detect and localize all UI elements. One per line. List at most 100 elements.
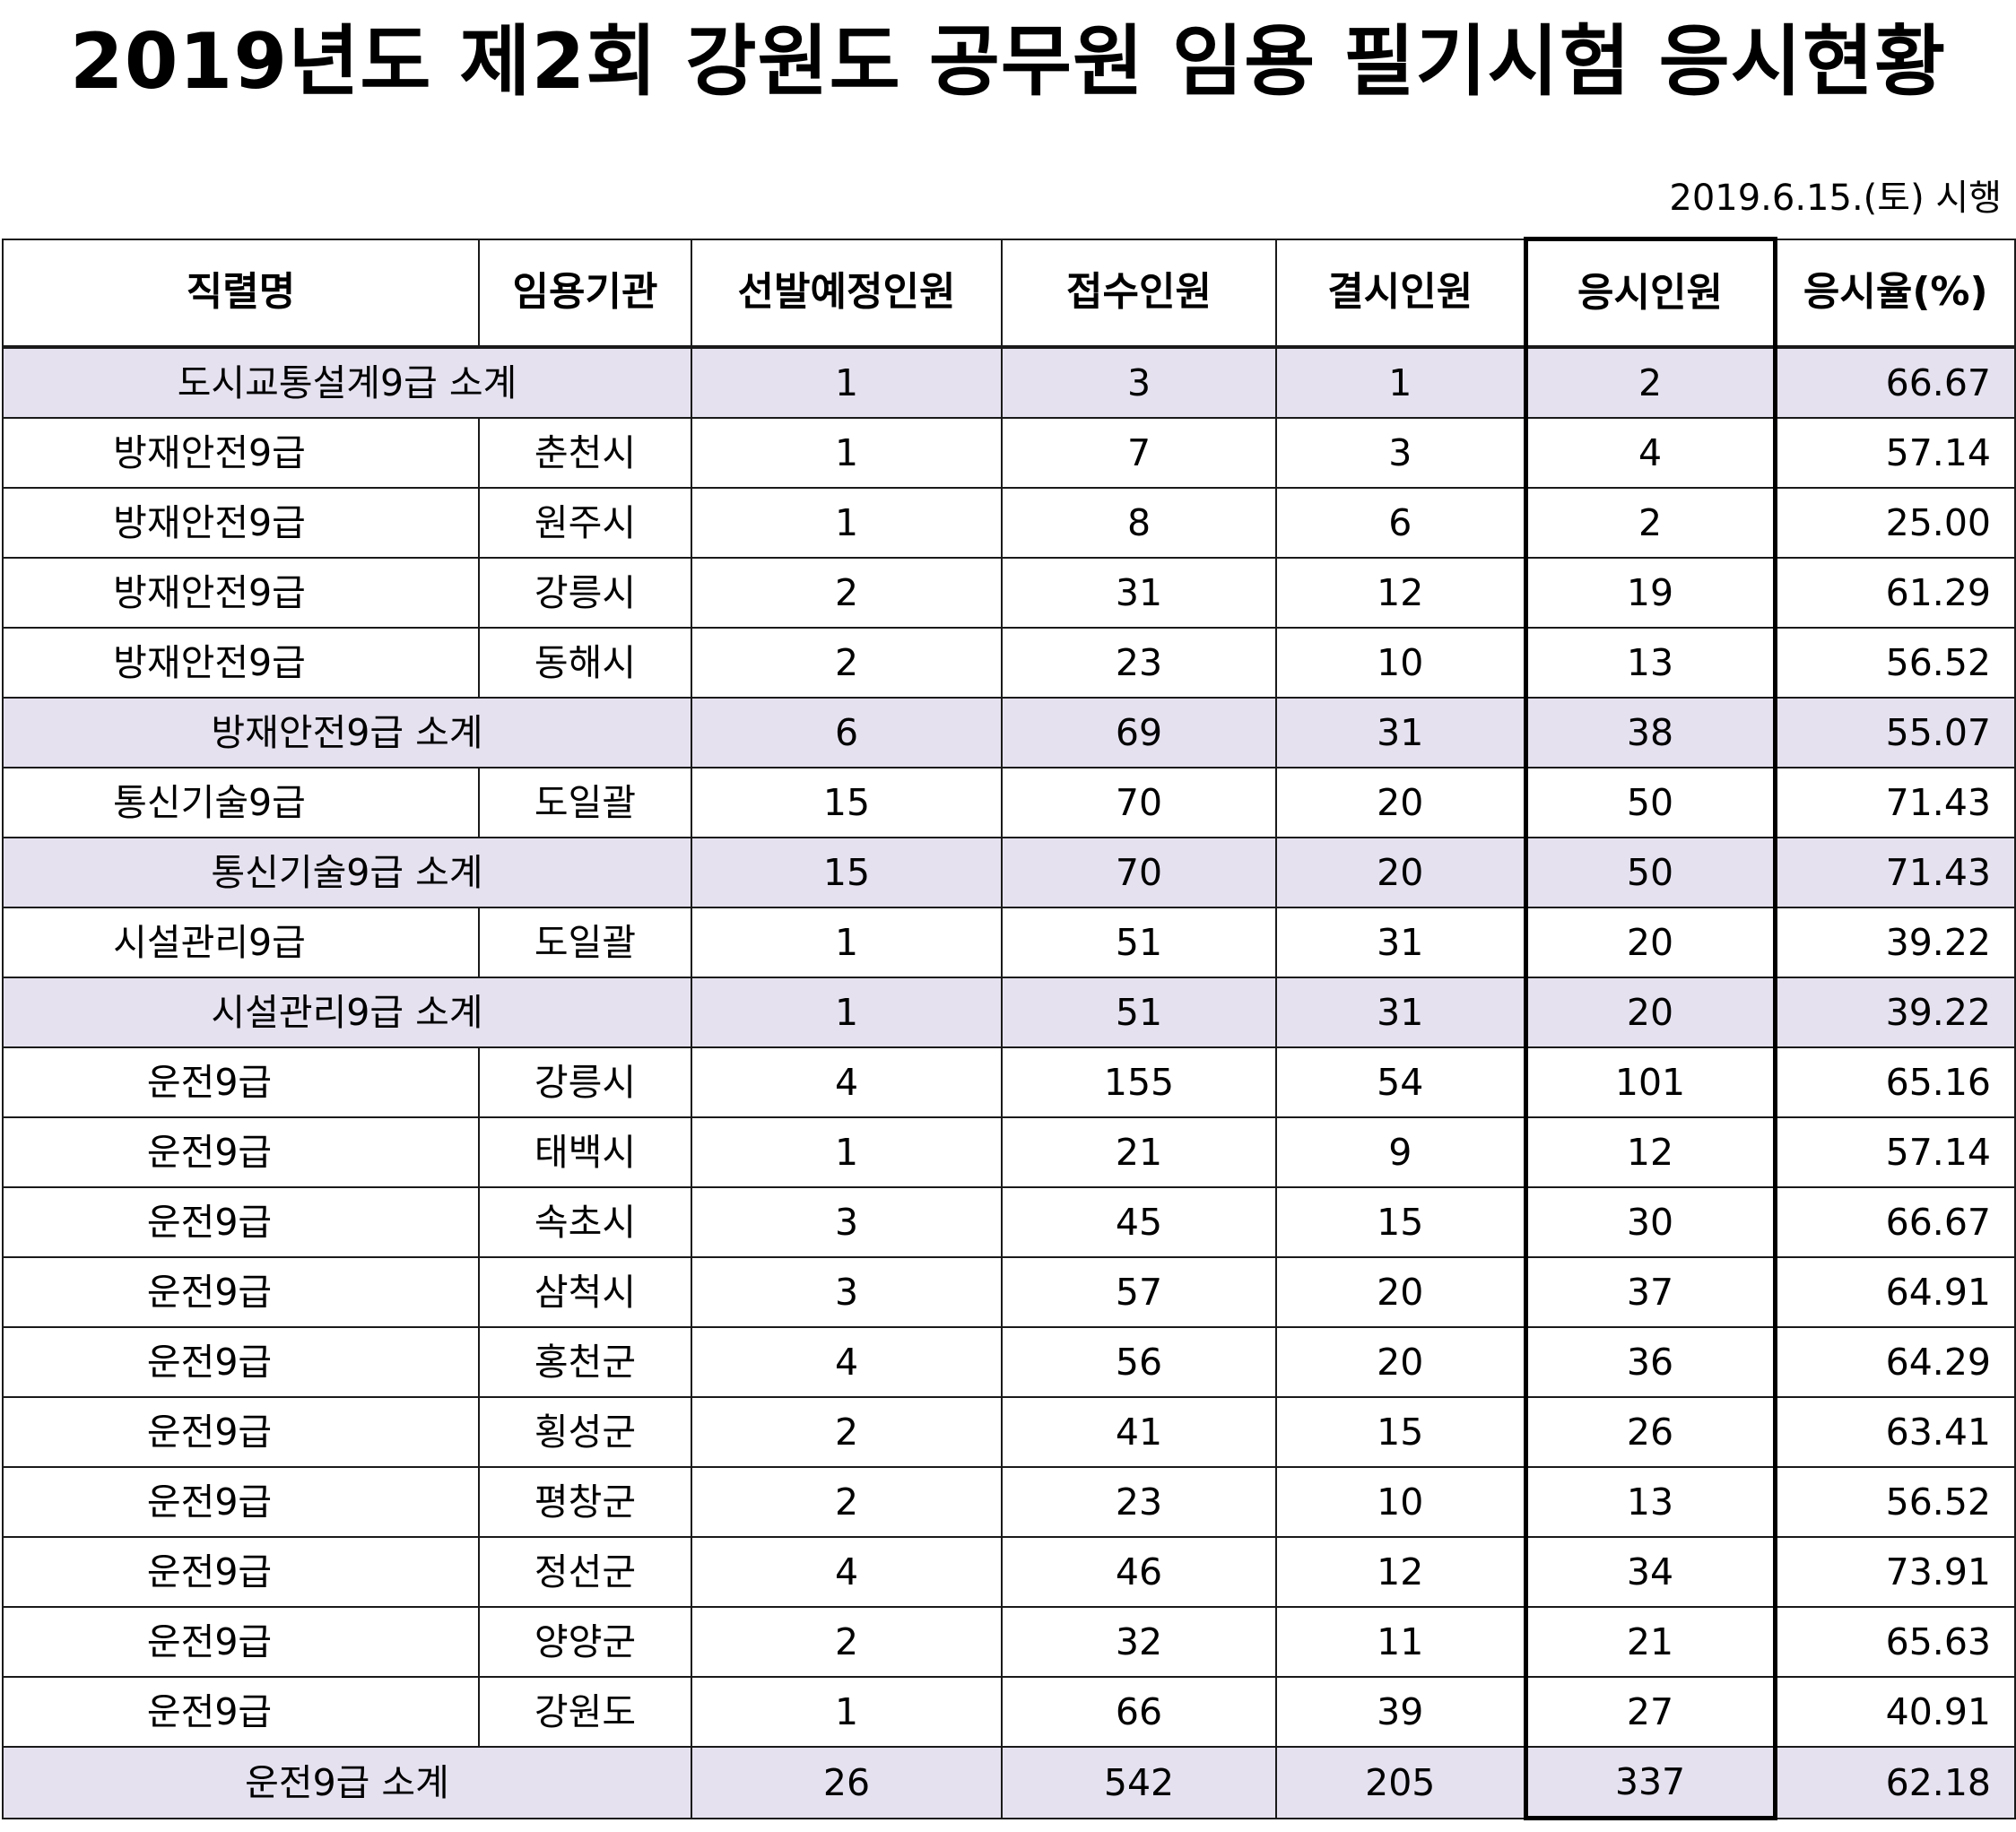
rate-cell: 65.16 xyxy=(1774,1046,2016,1118)
attendance-table: 직렬명 임용기관 선발예정인원 접수인원 결시인원 응시인원 응시율(%) 도시… xyxy=(2,237,2016,1820)
table-row: 운전9급 삼척시 3 57 20 37 64.91 xyxy=(2,1256,2016,1328)
agency-cell: 속초시 xyxy=(478,1186,692,1258)
agency-cell: 강릉시 xyxy=(478,1046,692,1118)
applied-cell: 70 xyxy=(1001,837,1277,908)
job-series-cell: 운전9급 xyxy=(2,1256,480,1328)
planned-cell: 1 xyxy=(691,417,1003,489)
absent-cell: 20 xyxy=(1275,1256,1526,1328)
agency-cell: 강원도 xyxy=(478,1676,692,1748)
rate-cell: 71.43 xyxy=(1774,837,2016,908)
table-row: 운전9급 강릉시 4 155 54 101 65.16 xyxy=(2,1046,2016,1118)
attended-cell: 19 xyxy=(1523,557,1777,629)
attended-cell: 27 xyxy=(1523,1676,1777,1748)
planned-cell: 4 xyxy=(691,1326,1003,1398)
job-series-cell: 운전9급 xyxy=(2,1536,480,1608)
applied-cell: 56 xyxy=(1001,1326,1277,1398)
agency-cell: 홍천군 xyxy=(478,1326,692,1398)
job-series-cell: 운전9급 xyxy=(2,1046,480,1118)
applied-cell: 69 xyxy=(1001,697,1277,768)
job-series-cell: 통신기술9급 xyxy=(2,767,480,838)
planned-cell: 2 xyxy=(691,1466,1003,1538)
rate-cell: 40.91 xyxy=(1774,1676,2016,1748)
job-series-cell: 방재안전9급 xyxy=(2,417,480,489)
planned-cell: 26 xyxy=(691,1746,1003,1819)
job-series-cell: 방재안전9급 xyxy=(2,557,480,629)
table-row: 운전9급 양양군 2 32 11 21 65.63 xyxy=(2,1606,2016,1678)
table-row: 방재안전9급 원주시 1 8 6 2 25.00 xyxy=(2,487,2016,559)
applied-cell: 51 xyxy=(1001,977,1277,1048)
applied-cell: 66 xyxy=(1001,1676,1277,1748)
subtotal-row: 도시교통설계9급 소계 1 3 1 2 66.67 xyxy=(2,346,2016,419)
rate-cell: 63.41 xyxy=(1774,1396,2016,1468)
absent-cell: 31 xyxy=(1275,977,1526,1048)
applied-cell: 32 xyxy=(1001,1606,1277,1678)
attended-cell: 12 xyxy=(1523,1116,1777,1188)
subtotal-row: 운전9급 소계 26 542 205 337 62.18 xyxy=(2,1746,2016,1820)
planned-cell: 2 xyxy=(691,557,1003,629)
header-applied: 접수인원 xyxy=(1001,238,1277,349)
planned-cell: 15 xyxy=(691,767,1003,838)
subtotal-label-cell: 도시교통설계9급 소계 xyxy=(2,346,692,419)
header-attended: 응시인원 xyxy=(1523,237,1777,349)
absent-cell: 10 xyxy=(1275,627,1526,699)
subtotal-label-cell: 통신기술9급 소계 xyxy=(2,837,692,908)
agency-cell: 양양군 xyxy=(478,1606,692,1678)
planned-cell: 4 xyxy=(691,1046,1003,1118)
agency-cell: 정선군 xyxy=(478,1536,692,1608)
attended-cell: 37 xyxy=(1523,1256,1777,1328)
applied-cell: 51 xyxy=(1001,907,1277,978)
applied-cell: 8 xyxy=(1001,487,1277,559)
applied-cell: 45 xyxy=(1001,1186,1277,1258)
rate-cell: 56.52 xyxy=(1774,1466,2016,1538)
absent-cell: 20 xyxy=(1275,1326,1526,1398)
attended-cell: 30 xyxy=(1523,1186,1777,1258)
applied-cell: 155 xyxy=(1001,1046,1277,1118)
agency-cell: 원주시 xyxy=(478,487,692,559)
absent-cell: 20 xyxy=(1275,837,1526,908)
absent-cell: 20 xyxy=(1275,767,1526,838)
agency-cell: 삼척시 xyxy=(478,1256,692,1328)
agency-cell: 평창군 xyxy=(478,1466,692,1538)
attended-cell: 4 xyxy=(1523,417,1777,489)
absent-cell: 15 xyxy=(1275,1396,1526,1468)
applied-cell: 542 xyxy=(1001,1746,1277,1819)
rate-cell: 64.91 xyxy=(1774,1256,2016,1328)
job-series-cell: 방재안전9급 xyxy=(2,627,480,699)
planned-cell: 4 xyxy=(691,1536,1003,1608)
attended-cell: 21 xyxy=(1523,1606,1777,1678)
absent-cell: 10 xyxy=(1275,1466,1526,1538)
rate-cell: 71.43 xyxy=(1774,767,2016,838)
table-row: 운전9급 강원도 1 66 39 27 40.91 xyxy=(2,1676,2016,1748)
applied-cell: 7 xyxy=(1001,417,1277,489)
applied-cell: 57 xyxy=(1001,1256,1277,1328)
job-series-cell: 방재안전9급 xyxy=(2,487,480,559)
rate-cell: 61.29 xyxy=(1774,557,2016,629)
applied-cell: 21 xyxy=(1001,1116,1277,1188)
job-series-cell: 운전9급 xyxy=(2,1116,480,1188)
rate-cell: 39.22 xyxy=(1774,907,2016,978)
rate-cell: 25.00 xyxy=(1774,487,2016,559)
agency-cell: 강릉시 xyxy=(478,557,692,629)
attended-cell: 2 xyxy=(1523,487,1777,559)
page-title: 2019년도 제2회 강원도 공무원 임용 필기시험 응시현황 xyxy=(69,17,1947,107)
planned-cell: 1 xyxy=(691,1116,1003,1188)
planned-cell: 2 xyxy=(691,1606,1003,1678)
table-row: 운전9급 평창군 2 23 10 13 56.52 xyxy=(2,1466,2016,1538)
attended-cell: 13 xyxy=(1523,627,1777,699)
attended-cell: 38 xyxy=(1523,697,1777,768)
attended-cell: 50 xyxy=(1523,837,1777,908)
applied-cell: 3 xyxy=(1001,346,1277,419)
absent-cell: 3 xyxy=(1275,417,1526,489)
absent-cell: 12 xyxy=(1275,1536,1526,1608)
agency-cell: 동해시 xyxy=(478,627,692,699)
agency-cell: 도일괄 xyxy=(478,907,692,978)
rate-cell: 62.18 xyxy=(1774,1746,2016,1819)
absent-cell: 1 xyxy=(1275,346,1526,419)
agency-cell: 도일괄 xyxy=(478,767,692,838)
attended-cell: 20 xyxy=(1523,907,1777,978)
absent-cell: 205 xyxy=(1275,1746,1526,1819)
header-absent: 결시인원 xyxy=(1275,238,1526,349)
subtotal-label-cell: 방재안전9급 소계 xyxy=(2,697,692,768)
rate-cell: 39.22 xyxy=(1774,977,2016,1048)
applied-cell: 41 xyxy=(1001,1396,1277,1468)
